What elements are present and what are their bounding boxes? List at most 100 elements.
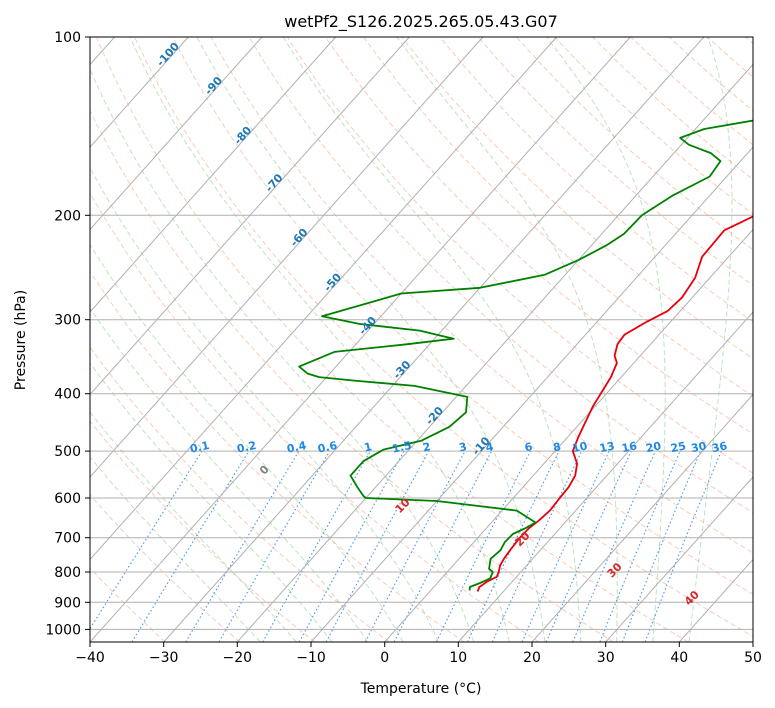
y-tick-label: 800	[54, 565, 81, 581]
mixing-ratio-label: 36	[711, 439, 729, 455]
moist-adiabat	[90, 307, 369, 642]
x-tick-label: −10	[296, 650, 326, 666]
mixing-ratio-label: 20	[645, 439, 663, 455]
background-lines	[90, 37, 753, 642]
mixing-ratio-line	[325, 450, 430, 642]
temperature-profile-line	[476, 215, 753, 592]
dry-adiabat	[210, 37, 753, 554]
y-tick-label: 600	[54, 491, 81, 507]
isotherm-gridline	[90, 37, 410, 396]
mixing-ratio-line	[572, 450, 656, 642]
dry-adiabat	[95, 37, 689, 642]
x-tick-label: 0	[380, 650, 389, 666]
isotherm-gridline	[457, 311, 753, 642]
moist-adiabat	[90, 362, 333, 642]
isotherm-gridline	[605, 476, 753, 642]
mixing-ratio-line	[599, 450, 681, 642]
dry-adiabat	[248, 37, 753, 514]
dry-adiabat	[90, 192, 540, 642]
isotherm-gridline	[90, 37, 263, 231]
mixing-ratio-line	[545, 450, 632, 642]
moist-adiabat	[90, 411, 297, 642]
mixing-ratio-label: 0.6	[317, 439, 339, 456]
isotherm-gridline	[90, 37, 484, 478]
mixing-ratio-label: 6	[523, 440, 534, 454]
moist-adiabat	[282, 37, 582, 642]
skewed-isotherm-grid	[90, 37, 753, 642]
dewpoint-profile-line	[298, 119, 753, 591]
isotherm-gridline	[310, 146, 753, 642]
y-axis-label: Pressure (hPa)	[13, 290, 29, 390]
moist-adiabat	[546, 37, 666, 642]
y-tick-label: 700	[54, 531, 81, 547]
x-axis-label: Temperature (°C)	[360, 681, 482, 697]
x-tick-label: 30	[597, 650, 615, 666]
isotherm-gridline	[90, 37, 631, 642]
mixing-ratio-label: 25	[669, 439, 687, 455]
dry-adiabat	[286, 37, 753, 474]
isotherm-gridline	[90, 37, 557, 561]
moist-adiabat	[129, 37, 510, 642]
y-tick-label: 200	[54, 208, 81, 224]
moist-adiabat	[688, 37, 733, 642]
isotherm-gridline	[90, 37, 336, 313]
mixing-ratio-label: 30	[690, 439, 708, 455]
x-tick-label: 40	[670, 650, 688, 666]
x-tick-label: −20	[223, 650, 253, 666]
dry-adiabat	[477, 37, 753, 286]
dry-adiabat	[90, 420, 316, 642]
dry-adiabat	[90, 346, 390, 642]
moist-adiabat	[90, 166, 439, 642]
dry-adiabat	[134, 37, 753, 637]
mixing-ratio-label: 10	[571, 439, 589, 455]
y-tick-label: 500	[54, 444, 81, 460]
mixing-ratio-line	[298, 450, 405, 642]
mixing-ratio-label: 4	[484, 440, 495, 454]
mixing-ratio-line	[90, 450, 203, 630]
dry-adiabat	[90, 109, 614, 642]
mixing-ratio-label: 16	[620, 439, 638, 455]
moist-adiabat	[90, 456, 261, 642]
moist-adiabat	[90, 68, 475, 642]
mixing-ratio-label: 1	[363, 440, 373, 454]
mixing-ratio-label: 2	[422, 440, 432, 454]
mixing-ratio-line	[435, 450, 531, 642]
mixing-ratio-label: 13	[598, 439, 616, 455]
mixing-ratio-label: 0.2	[236, 439, 258, 456]
mixing-ratio-label: 3	[458, 440, 468, 454]
moist-adiabat	[90, 243, 404, 642]
isotherm-gridline	[384, 228, 753, 642]
mixing-ratio-line	[262, 450, 371, 642]
isotherm-gridline	[90, 37, 189, 148]
moist-adiabat	[196, 37, 546, 642]
mixing-ratio-line	[621, 450, 702, 642]
x-tick-label: 10	[449, 650, 467, 666]
y-axis: 100 200 300 400 500 600 700 800 900 1000	[45, 30, 90, 638]
y-tick-label: 100	[54, 30, 81, 46]
y-tick-label: 400	[54, 387, 81, 403]
isotherm-gridline	[163, 37, 705, 642]
chart-title: wetPf2_S126.2025.265.05.43.G07	[284, 12, 558, 32]
isotherm-gridline	[236, 63, 753, 642]
pressure-grid	[90, 37, 753, 630]
dry-adiabat	[172, 37, 753, 595]
mixing-ratio-line	[393, 450, 493, 642]
mixing-ratio-label: 1.5	[391, 439, 413, 456]
y-tick-label: 300	[54, 313, 81, 329]
mixing-ratio-label: 8	[552, 440, 562, 454]
x-axis: −40 −30 −20 −10 0 10 20 30 40 50	[75, 642, 762, 666]
mixing-ratio-label: 0.1	[189, 439, 211, 456]
plot-frame	[89, 36, 754, 643]
x-tick-label: 50	[744, 650, 762, 666]
x-tick-label: 20	[523, 650, 541, 666]
x-tick-label: −30	[149, 650, 179, 666]
y-tick-label: 1000	[45, 622, 81, 638]
plot-area	[90, 37, 753, 642]
dry-adiabat	[363, 37, 753, 397]
profile-series	[298, 119, 753, 592]
y-tick-label: 900	[54, 595, 81, 611]
x-tick-label: −40	[75, 650, 105, 666]
mixing-ratio-label: 0.4	[286, 439, 308, 456]
mixing-ratio-line	[644, 450, 722, 642]
